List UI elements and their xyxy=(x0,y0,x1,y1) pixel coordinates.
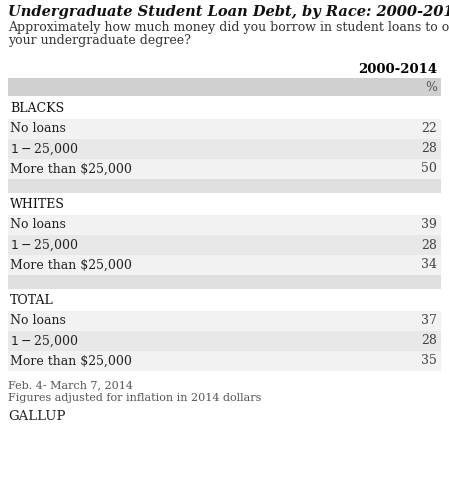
Text: Feb. 4- March 7, 2014: Feb. 4- March 7, 2014 xyxy=(8,380,133,390)
Text: No loans: No loans xyxy=(10,218,66,231)
Text: 37: 37 xyxy=(421,315,437,327)
Bar xyxy=(8,193,441,215)
Text: More than $25,000: More than $25,000 xyxy=(10,163,132,175)
Text: 28: 28 xyxy=(421,334,437,348)
Bar xyxy=(8,275,441,289)
Text: Undergraduate Student Loan Debt, by Race: 2000-2014 Graduates: Undergraduate Student Loan Debt, by Race… xyxy=(8,5,449,19)
Text: %: % xyxy=(425,81,437,93)
Text: 2000-2014: 2000-2014 xyxy=(358,63,437,76)
Text: 35: 35 xyxy=(421,355,437,367)
Text: $1-$25,000: $1-$25,000 xyxy=(10,237,78,253)
Bar xyxy=(8,119,441,139)
Bar xyxy=(8,139,441,159)
Text: WHITES: WHITES xyxy=(10,197,65,211)
Text: Figures adjusted for inflation in 2014 dollars: Figures adjusted for inflation in 2014 d… xyxy=(8,393,261,403)
Text: Approximately how much money did you borrow in student loans to obtain: Approximately how much money did you bor… xyxy=(8,21,449,34)
Text: 28: 28 xyxy=(421,239,437,251)
Text: More than $25,000: More than $25,000 xyxy=(10,355,132,367)
Bar xyxy=(8,311,441,331)
Bar xyxy=(8,235,441,255)
Bar xyxy=(8,215,441,235)
Text: TOTAL: TOTAL xyxy=(10,294,54,306)
Bar xyxy=(8,331,441,351)
Text: No loans: No loans xyxy=(10,122,66,136)
Text: 39: 39 xyxy=(421,218,437,231)
Text: BLACKS: BLACKS xyxy=(10,102,64,114)
Bar xyxy=(8,289,441,311)
Bar xyxy=(8,78,441,96)
Text: GALLUP: GALLUP xyxy=(8,410,66,423)
Text: your undergraduate degree?: your undergraduate degree? xyxy=(8,34,191,47)
Text: 28: 28 xyxy=(421,142,437,156)
Bar xyxy=(8,159,441,179)
Bar xyxy=(8,179,441,193)
Text: No loans: No loans xyxy=(10,315,66,327)
Text: $1-$25,000: $1-$25,000 xyxy=(10,333,78,349)
Text: 22: 22 xyxy=(421,122,437,136)
Text: 34: 34 xyxy=(421,258,437,272)
Bar xyxy=(8,255,441,275)
Bar xyxy=(8,351,441,371)
Bar xyxy=(8,97,441,119)
Text: 50: 50 xyxy=(421,163,437,175)
Text: More than $25,000: More than $25,000 xyxy=(10,258,132,272)
Text: $1-$25,000: $1-$25,000 xyxy=(10,141,78,157)
